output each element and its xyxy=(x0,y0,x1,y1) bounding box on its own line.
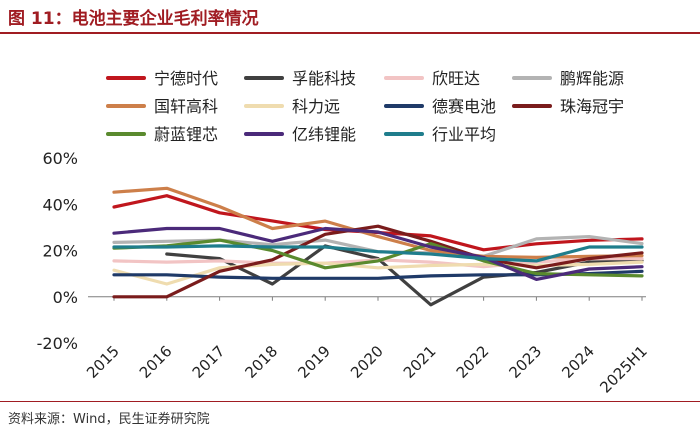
plot-area xyxy=(112,186,644,307)
legend-label-2: 孚能科技 xyxy=(292,69,356,88)
y-tick-label: 40% xyxy=(42,195,78,214)
series-line-10 xyxy=(112,226,644,281)
y-tick-label: 20% xyxy=(42,242,78,261)
legend-label-9: 蔚蓝锂芯 xyxy=(154,125,218,144)
y-axis: -20% 0% 20% 40% 60% xyxy=(37,149,78,353)
x-tick-label: 2015 xyxy=(83,342,123,382)
legend-label-3: 欣旺达 xyxy=(432,69,480,88)
legend-label-8: 珠海冠宇 xyxy=(560,97,624,116)
y-tick-label: -20% xyxy=(37,334,78,353)
legend-label-1: 宁德时代 xyxy=(154,69,218,88)
x-tick-label: 2020 xyxy=(347,342,387,382)
title-divider xyxy=(0,32,700,34)
legend-label-6: 科力远 xyxy=(292,97,340,116)
x-tick-label: 2016 xyxy=(136,342,176,382)
x-tick-label: 2023 xyxy=(505,342,545,382)
figure-title: 图 11：电池主要企业毛利率情况 xyxy=(8,9,259,29)
legend-label-4: 鹏辉能源 xyxy=(560,69,624,88)
x-tick-label: 2025H1 xyxy=(596,342,650,396)
x-tick-label: 2018 xyxy=(241,342,281,382)
y-tick-label: 60% xyxy=(42,149,78,168)
x-tick-label: 2024 xyxy=(558,342,598,382)
x-tick-label: 2017 xyxy=(189,342,229,382)
legend-label-11: 行业平均 xyxy=(432,125,496,144)
legend-label-7: 德赛电池 xyxy=(432,97,496,116)
series-line-9 xyxy=(112,238,644,278)
series-line-2 xyxy=(165,244,644,307)
x-axis: 2015 2016 2017 2018 2019 2020 2021 2022 2023 2024… xyxy=(83,296,651,397)
x-tick-label: 2019 xyxy=(294,342,334,382)
y-tick-label: 0% xyxy=(53,288,78,307)
legend-label-5: 国轩高科 xyxy=(154,97,218,116)
x-tick-label: 2021 xyxy=(400,342,440,382)
legend-label-10: 亿纬锂能 xyxy=(292,125,356,144)
series-line-11 xyxy=(112,244,644,263)
series-line-8 xyxy=(112,224,644,299)
x-tick-label: 2022 xyxy=(453,342,493,382)
footer-divider xyxy=(0,401,700,402)
source-note: 资料来源：Wind，民生证券研究院 xyxy=(8,412,210,427)
